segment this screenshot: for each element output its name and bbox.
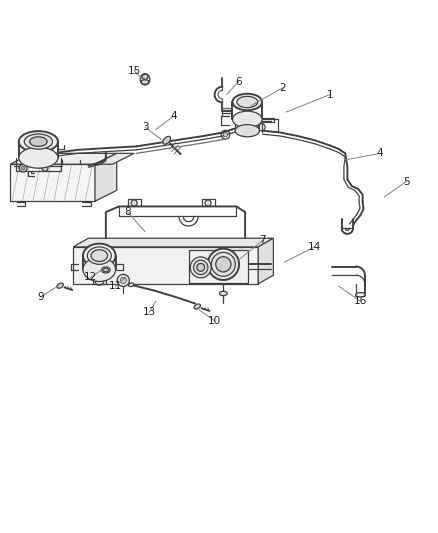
Polygon shape	[10, 164, 95, 201]
Polygon shape	[73, 247, 258, 284]
Text: 1: 1	[327, 90, 333, 100]
Circle shape	[21, 166, 25, 170]
Polygon shape	[10, 154, 117, 164]
Text: 14: 14	[308, 242, 321, 252]
Text: 12: 12	[84, 272, 97, 282]
Ellipse shape	[197, 263, 205, 271]
Ellipse shape	[190, 257, 211, 278]
Ellipse shape	[24, 134, 53, 149]
Ellipse shape	[235, 125, 259, 137]
Ellipse shape	[141, 80, 149, 84]
Ellipse shape	[233, 111, 262, 128]
Ellipse shape	[103, 268, 109, 272]
Ellipse shape	[194, 304, 201, 309]
Ellipse shape	[57, 283, 64, 288]
Text: 6: 6	[235, 77, 242, 86]
Ellipse shape	[142, 74, 148, 79]
Ellipse shape	[233, 94, 262, 110]
Circle shape	[131, 200, 137, 206]
Circle shape	[19, 164, 27, 172]
Ellipse shape	[356, 293, 365, 297]
Ellipse shape	[216, 257, 231, 272]
Ellipse shape	[208, 249, 239, 280]
Text: 2: 2	[279, 83, 286, 93]
Polygon shape	[73, 238, 273, 247]
Ellipse shape	[219, 292, 227, 296]
Text: 15: 15	[127, 66, 141, 76]
Ellipse shape	[83, 244, 116, 268]
Text: 13: 13	[143, 307, 156, 317]
Bar	[189, 250, 248, 283]
Circle shape	[42, 165, 48, 171]
Ellipse shape	[83, 257, 116, 281]
Ellipse shape	[87, 247, 111, 264]
Text: 3: 3	[142, 122, 148, 132]
Ellipse shape	[129, 283, 134, 287]
Ellipse shape	[237, 96, 258, 108]
Circle shape	[117, 274, 129, 287]
Ellipse shape	[19, 147, 58, 168]
Ellipse shape	[194, 260, 208, 274]
Polygon shape	[258, 238, 273, 284]
Text: 16: 16	[354, 296, 367, 306]
Ellipse shape	[163, 136, 171, 144]
Ellipse shape	[102, 267, 110, 273]
Polygon shape	[95, 154, 134, 164]
Circle shape	[223, 133, 228, 137]
Ellipse shape	[30, 137, 47, 147]
Text: 4: 4	[170, 111, 177, 122]
Text: 9: 9	[37, 292, 44, 302]
Ellipse shape	[212, 252, 235, 276]
Text: 10: 10	[208, 316, 221, 326]
Ellipse shape	[140, 74, 150, 85]
Text: 8: 8	[124, 207, 131, 217]
Text: 11: 11	[109, 281, 122, 291]
Text: 7: 7	[259, 236, 266, 245]
Ellipse shape	[91, 250, 108, 262]
Circle shape	[205, 200, 211, 206]
Text: 5: 5	[403, 176, 410, 187]
Text: 4: 4	[377, 148, 383, 158]
Circle shape	[120, 277, 126, 284]
Polygon shape	[95, 154, 117, 201]
Ellipse shape	[19, 131, 58, 152]
